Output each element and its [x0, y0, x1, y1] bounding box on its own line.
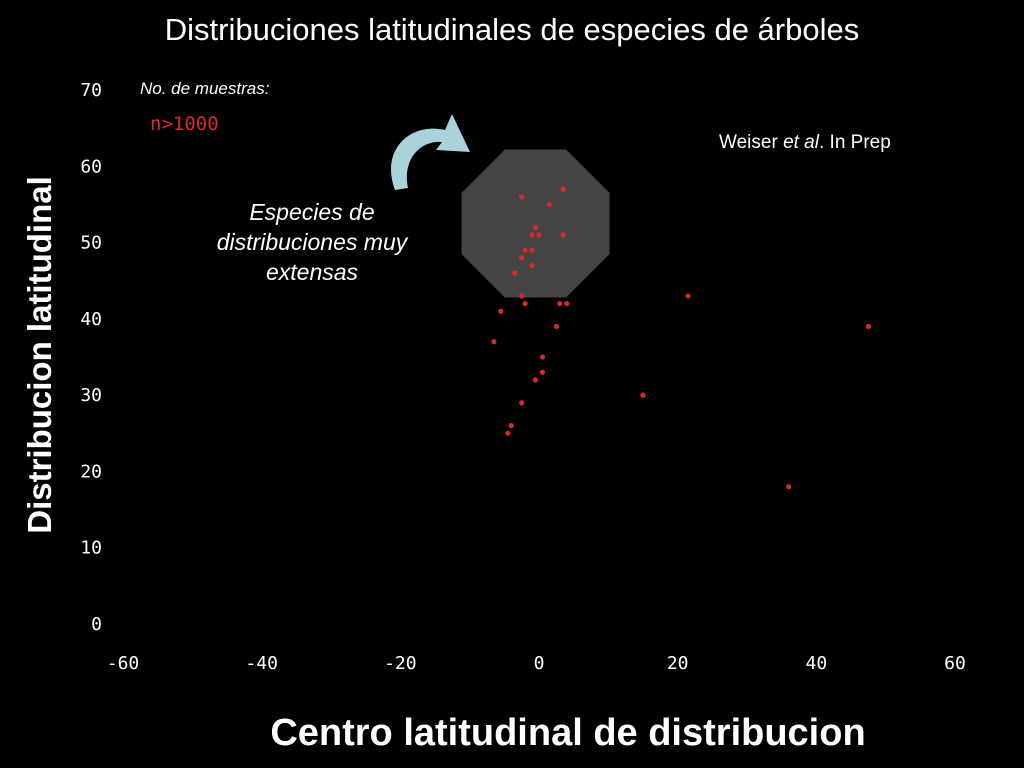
citation-authors: Weiser: [719, 132, 784, 153]
data-point: [519, 400, 525, 406]
data-point: [505, 430, 511, 436]
data-point: [685, 293, 691, 299]
data-point: [539, 369, 546, 375]
data-point: [557, 301, 563, 307]
data-point: [519, 255, 525, 261]
citation-et-al: et al: [783, 132, 819, 153]
y-tick-label: 40: [80, 309, 102, 330]
data-point: [519, 194, 525, 200]
data-point: [564, 301, 570, 307]
data-point: [522, 247, 528, 253]
data-point: [498, 308, 504, 314]
data-point: [532, 377, 539, 383]
data-point: [560, 232, 566, 238]
x-tick-label: 20: [667, 653, 689, 674]
data-point: [536, 232, 542, 238]
x-tick-label: 0: [534, 653, 545, 674]
y-tick-label: 0: [91, 614, 102, 635]
y-tick-label: 60: [80, 156, 102, 177]
data-point: [529, 247, 535, 253]
x-axis-label: Centro latitudinal de distribucion: [270, 712, 866, 754]
y-tick-label: 50: [80, 233, 102, 254]
data-point: [786, 484, 792, 490]
samples-value: n>1000: [150, 113, 219, 135]
data-point: [532, 224, 539, 230]
y-tick-label: 70: [80, 80, 102, 101]
data-point: [529, 232, 535, 238]
wide-distribution-note: Especies de distribuciones muy extensas: [216, 199, 408, 285]
data-point: [640, 392, 646, 398]
y-tick-label: 30: [80, 385, 102, 406]
data-point: [522, 301, 528, 307]
chart-title: Distribuciones latitudinales de especies…: [164, 12, 860, 47]
samples-label: No. de muestras:: [140, 79, 270, 98]
data-point: [553, 323, 559, 330]
highlight-octagon: [461, 149, 610, 298]
data-point: [491, 339, 497, 345]
curved-arrow-icon: [391, 114, 470, 190]
x-tick-label: 60: [944, 653, 966, 674]
citation-suffix: . In Prep: [818, 132, 891, 153]
y-tick-label: 20: [80, 461, 102, 482]
x-tick-label: -20: [384, 653, 417, 674]
y-tick-label: 10: [80, 538, 102, 559]
x-tick-label: 40: [805, 653, 827, 674]
data-point: [865, 323, 871, 330]
data-point: [529, 262, 535, 269]
x-tick-label: -60: [107, 653, 140, 674]
data-point: [508, 423, 514, 429]
data-point: [519, 293, 525, 299]
data-point: [512, 270, 518, 276]
data-point: [546, 201, 553, 208]
data-point: [560, 186, 566, 192]
citation: Weiser et al. In Prep: [719, 132, 891, 154]
x-tick-label: -40: [245, 653, 278, 674]
data-point: [539, 354, 546, 360]
